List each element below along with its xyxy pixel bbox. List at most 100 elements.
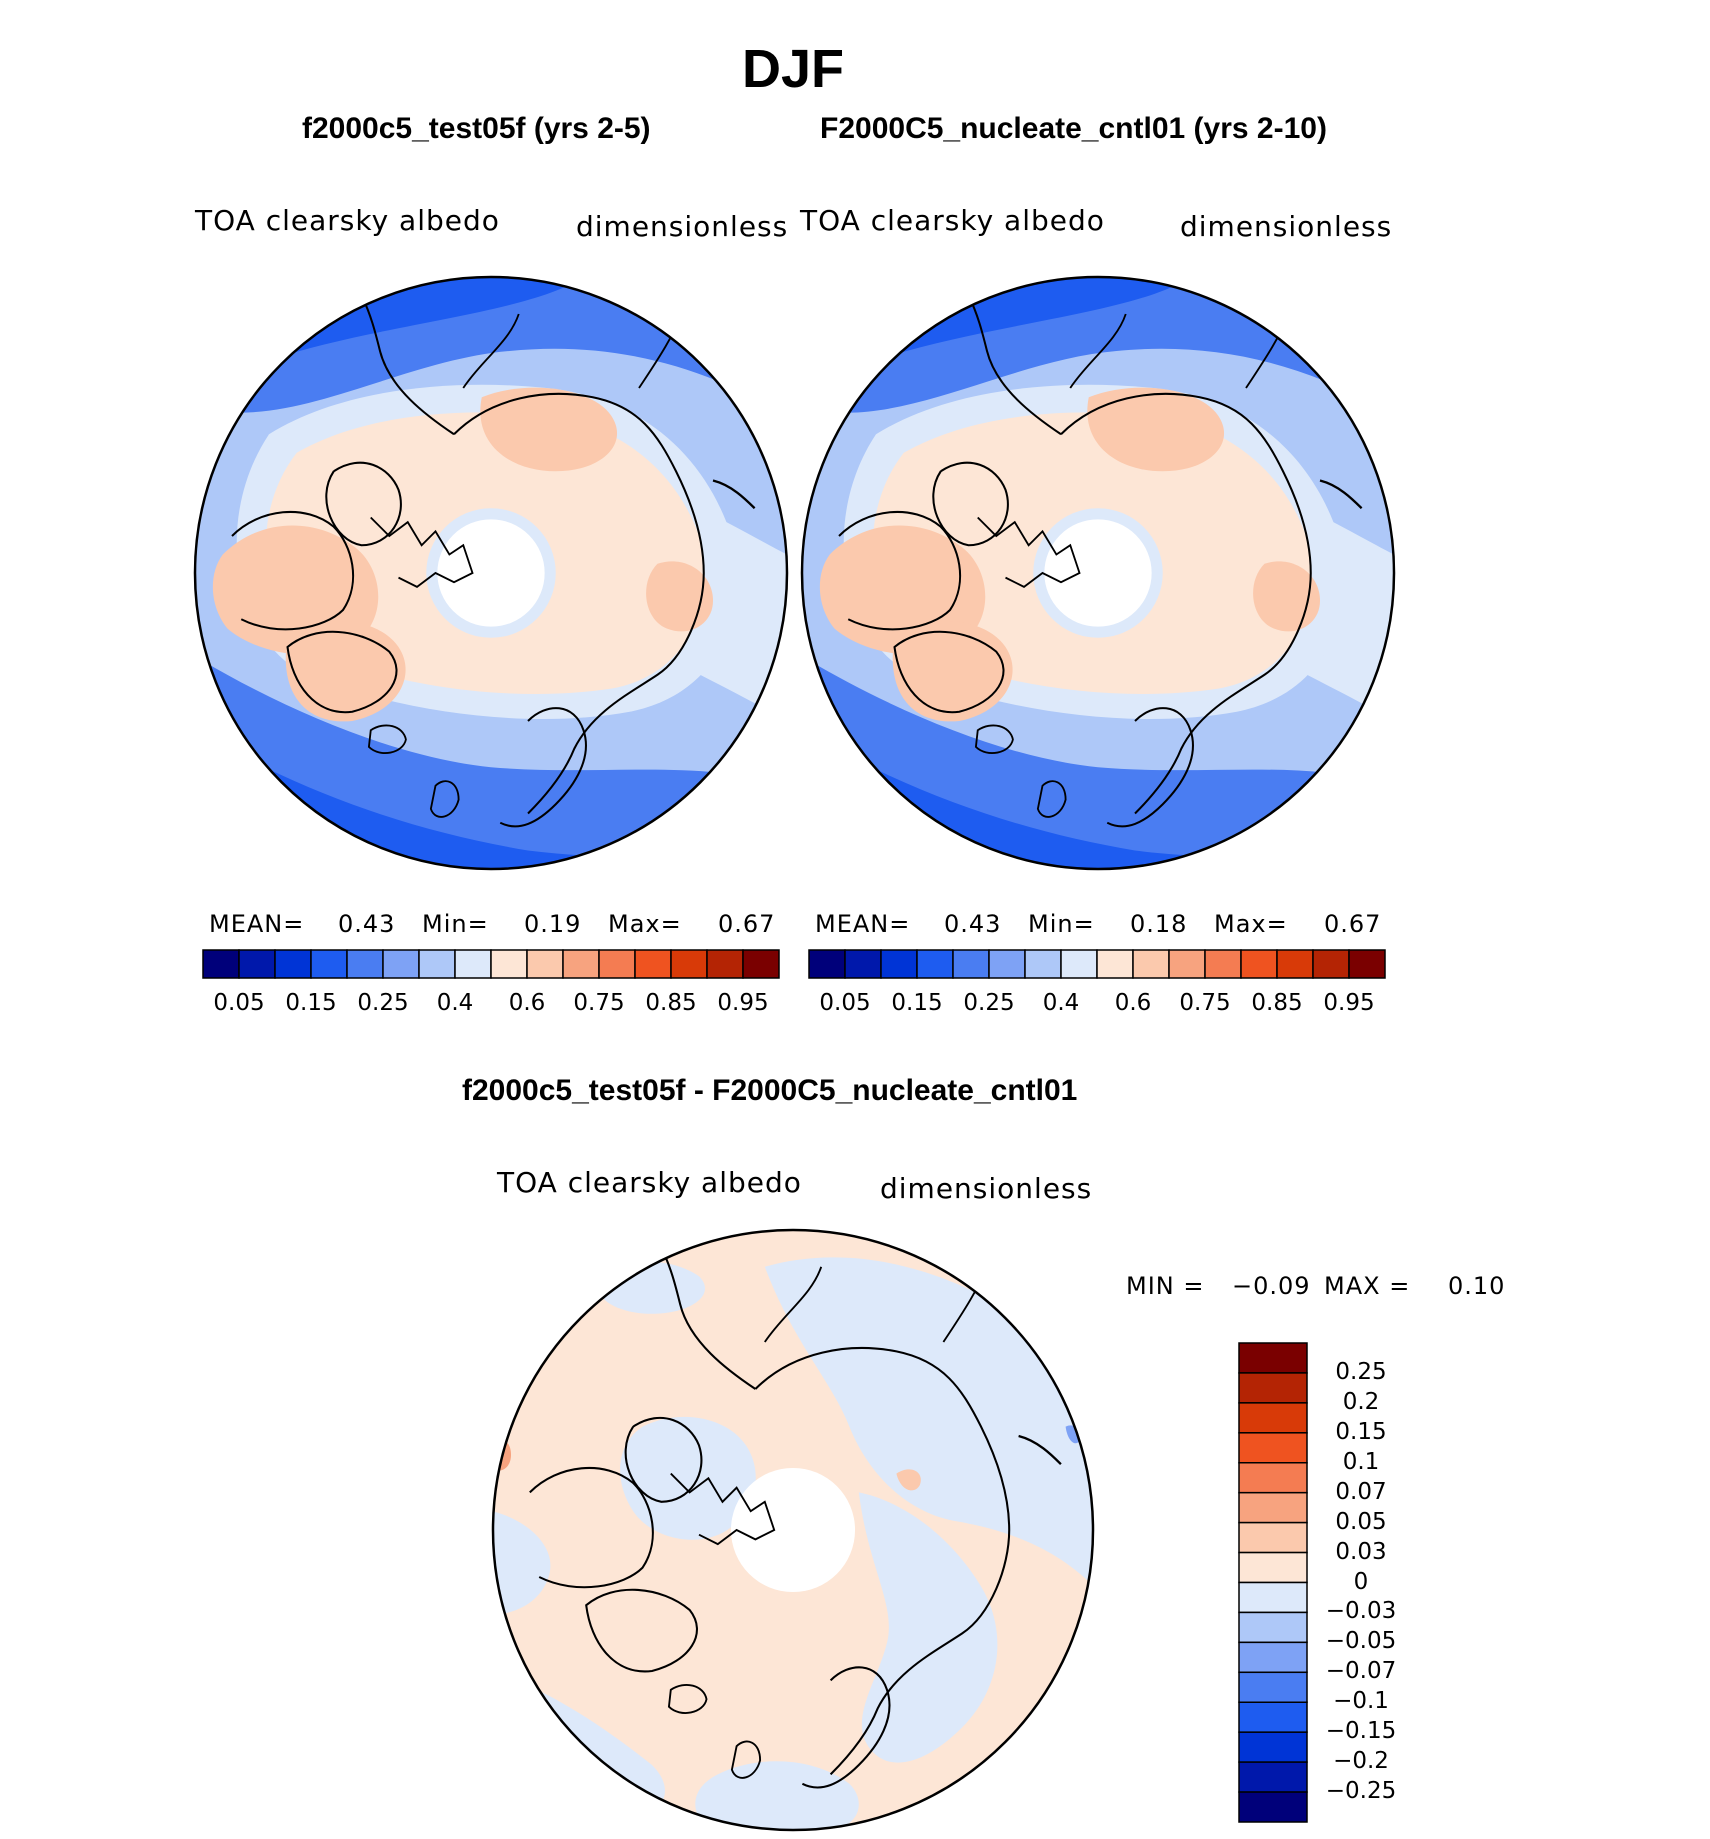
diff-colorbar-cell <box>1238 1761 1308 1793</box>
diff-colorbar-cell <box>1238 1581 1308 1614</box>
panel1-colorbar-cell <box>418 949 456 979</box>
panel1-colorbar-cell <box>742 949 780 979</box>
panel2-mean-value: 0.43 <box>944 910 1002 938</box>
diff-colorbar-cell <box>1238 1791 1308 1823</box>
diff-colorbar-tick-label: −0.2 <box>1333 1748 1389 1775</box>
panel2-colorbar-tick-label: 0.85 <box>1251 990 1303 1016</box>
panel1-colorbar-cell <box>562 949 600 979</box>
panel1-colorbar-cell <box>526 949 564 979</box>
panel1-min-value: 0.19 <box>524 910 582 938</box>
panel2-colorbar-tick-label: 0.75 <box>1179 990 1231 1016</box>
panel2-colorbar-cell <box>844 949 882 979</box>
panel1-max-value: 0.67 <box>718 910 776 938</box>
panel2-colorbar-cell <box>1024 949 1062 979</box>
panel1-mean-label: MEAN= <box>209 910 305 938</box>
panel1-colorbar-cell <box>634 949 672 979</box>
panel1-mean-value: 0.43 <box>338 910 396 938</box>
panel2-colorbar-tick-label: 0.6 <box>1114 990 1152 1016</box>
diff-variable-label: TOA clearsky albedo <box>497 1166 802 1199</box>
diff-colorbar-cell <box>1238 1342 1308 1374</box>
diff-colorbar-tick-label: −0.15 <box>1325 1718 1397 1745</box>
diff-colorbar-tick-label: 0.07 <box>1335 1478 1387 1505</box>
diff-colorbar-tick-label: 0.1 <box>1342 1448 1380 1475</box>
diff-colorbar-cell <box>1238 1402 1308 1434</box>
panel1-colorbar-tick-label: 0.25 <box>357 990 409 1016</box>
panel2-colorbar-cell <box>1060 949 1098 979</box>
diff-min-label: MIN = <box>1126 1272 1205 1300</box>
diff-max-value: 0.10 <box>1448 1272 1506 1300</box>
panel2-polar-map <box>802 277 1394 869</box>
panel2-colorbar-cell <box>1204 949 1242 979</box>
panel2-min-label: Min= <box>1028 910 1095 938</box>
panel2-colorbar-cell <box>1312 949 1350 979</box>
panel1-colorbar-tick-label: 0.75 <box>573 990 625 1016</box>
panel1-colorbar-cell <box>490 949 528 979</box>
diff-colorbar-cell <box>1238 1701 1308 1733</box>
panel2-colorbar-cell <box>880 949 918 979</box>
panel2-case-title: F2000C5_nucleate_cntl01 (yrs 2-10) <box>820 112 1327 145</box>
panel2-colorbar-cell <box>988 949 1026 979</box>
panel2-colorbar-cell <box>1348 949 1386 979</box>
panel1-colorbar-cell <box>454 949 492 979</box>
panel1-colorbar-tick-label: 0.05 <box>213 990 265 1016</box>
panel1-colorbar-cell <box>310 949 348 979</box>
panel1-colorbar-cell <box>670 949 708 979</box>
panel1-colorbar-cell <box>202 949 240 979</box>
diff-colorbar-cell <box>1238 1641 1308 1674</box>
diff-colorbar-tick-label: 0 <box>1353 1568 1369 1595</box>
diff-colorbar-tick-label: 0.03 <box>1335 1538 1387 1565</box>
panel2-colorbar-tick-label: 0.25 <box>963 990 1015 1016</box>
diff-colorbar-tick-label: −0.1 <box>1333 1688 1389 1715</box>
diff-colorbar-cell <box>1238 1731 1308 1763</box>
diff-colorbar <box>1238 1342 1308 1823</box>
panel1-min-label: Min= <box>422 910 489 938</box>
diff-colorbar-tick-label: 0.15 <box>1335 1418 1387 1445</box>
diff-colorbar-cell <box>1238 1432 1308 1464</box>
diff-colorbar-cell <box>1238 1491 1308 1524</box>
panel1-variable-label: TOA clearsky albedo <box>195 204 500 237</box>
panel2-variable-label: TOA clearsky albedo <box>800 204 1105 237</box>
panel2-max-value: 0.67 <box>1324 910 1382 938</box>
diff-colorbar-cell <box>1238 1671 1308 1703</box>
diff-colorbar-tick-label: −0.03 <box>1325 1598 1397 1625</box>
diff-colorbar-tick-label: 0.25 <box>1335 1358 1387 1385</box>
panel2-colorbar-cell <box>916 949 954 979</box>
diff-polar-map <box>493 1230 1093 1830</box>
diff-colorbar-tick-label: −0.25 <box>1325 1778 1397 1805</box>
panel1-colorbar-tick-label: 0.85 <box>645 990 697 1016</box>
panel1-polar-map <box>195 277 787 869</box>
diff-colorbar-cell <box>1238 1462 1308 1494</box>
panel1-colorbar-tick-label: 0.15 <box>285 990 337 1016</box>
diff-colorbar-cell <box>1238 1611 1308 1644</box>
diff-title: f2000c5_test05f - F2000C5_nucleate_cntl0… <box>462 1074 1078 1107</box>
diff-min-value: −0.09 <box>1232 1272 1311 1300</box>
panel2-min-value: 0.18 <box>1130 910 1188 938</box>
panel1-colorbar-tick-label: 0.6 <box>508 990 546 1016</box>
panel2-colorbar-cell <box>808 949 846 979</box>
panel1-max-label: Max= <box>608 910 682 938</box>
panel1-colorbar-cell <box>238 949 276 979</box>
panel1-colorbar <box>202 949 780 979</box>
panel1-colorbar-cell <box>346 949 384 979</box>
diff-colorbar-cell <box>1238 1551 1308 1584</box>
panel2-colorbar-cell <box>1168 949 1206 979</box>
diff-units-label: dimensionless <box>880 1172 1093 1205</box>
panel1-units-label: dimensionless <box>576 210 789 243</box>
panel2-colorbar-tick-label: 0.05 <box>819 990 871 1016</box>
panel1-colorbar-cell <box>706 949 744 979</box>
panel1-colorbar-tick-label: 0.95 <box>717 990 769 1016</box>
diff-colorbar-tick-label: 0.05 <box>1335 1508 1387 1535</box>
panel2-max-label: Max= <box>1214 910 1288 938</box>
diff-colorbar-tick-label: −0.07 <box>1325 1658 1397 1685</box>
diff-colorbar-tick-label: 0.2 <box>1342 1388 1380 1415</box>
panel2-units-label: dimensionless <box>1180 210 1393 243</box>
panel1-colorbar-tick-label: 0.4 <box>436 990 474 1016</box>
panel2-colorbar-cell <box>1240 949 1278 979</box>
panel2-colorbar-cell <box>1276 949 1314 979</box>
panel1-colorbar-cell <box>598 949 636 979</box>
diff-colorbar-tick-label: −0.05 <box>1325 1628 1397 1655</box>
diff-max-label: MAX = <box>1324 1272 1411 1300</box>
panel1-colorbar-cell <box>382 949 420 979</box>
season-title: DJF <box>742 39 845 99</box>
